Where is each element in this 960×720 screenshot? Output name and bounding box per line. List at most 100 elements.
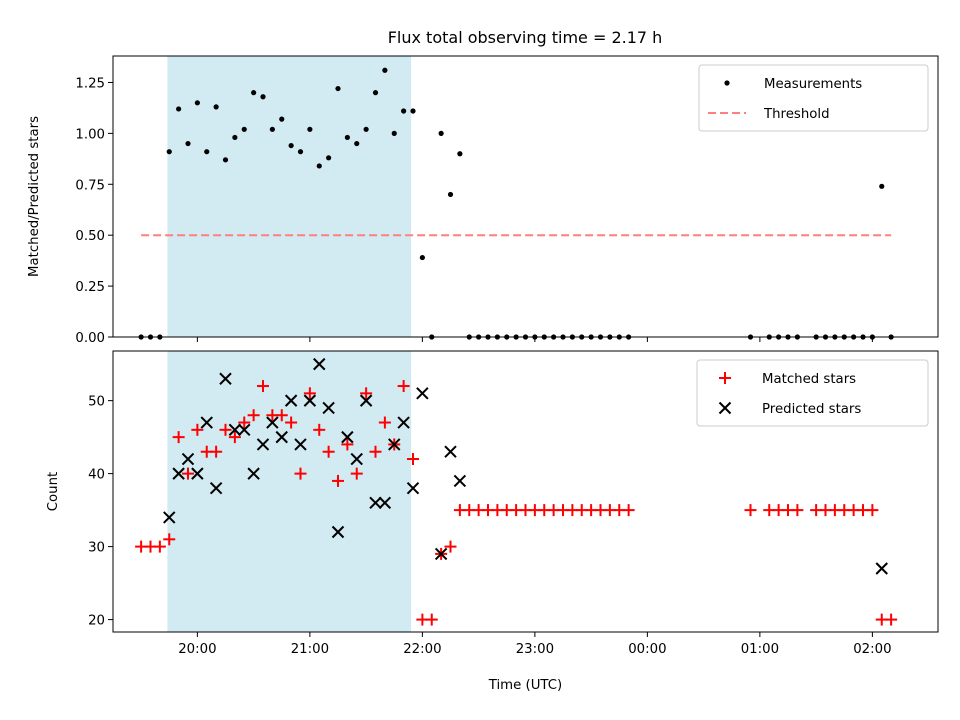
predicted-point-b bbox=[388, 438, 401, 451]
legend-label: Measurements bbox=[764, 77, 862, 92]
measurement-point bbox=[222, 157, 229, 163]
measurement-point bbox=[176, 106, 182, 112]
legend: Measurements Threshold bbox=[698, 64, 929, 132]
matched-point bbox=[866, 504, 879, 517]
measurement-point bbox=[241, 126, 247, 132]
y-tick-label: 50 bbox=[88, 395, 105, 410]
predicted-point bbox=[228, 423, 242, 437]
predicted-point-b bbox=[322, 401, 335, 415]
matched-point bbox=[425, 613, 438, 626]
count-panel: 20 30 40 50 20:00 21:00 22:00 23:00 00:00 01:00 02… bbox=[46, 350, 939, 693]
predicted-point-b bbox=[275, 430, 288, 444]
legend-x-icon-b bbox=[718, 401, 732, 415]
matched-point bbox=[350, 467, 363, 480]
measurement-point bbox=[307, 126, 313, 132]
measurement-point bbox=[335, 85, 341, 92]
predicted-point-b bbox=[219, 372, 232, 385]
predicted-point-b bbox=[397, 416, 410, 429]
matched-point bbox=[247, 409, 260, 422]
predicted-point bbox=[350, 452, 363, 466]
legend-box bbox=[698, 64, 929, 132]
x-axis-label: Time (UTC) bbox=[488, 678, 563, 693]
predicted-point-b bbox=[238, 423, 251, 437]
y-tick-label: 0.75 bbox=[75, 178, 105, 193]
y-axis-label: Matched/Predicted stars bbox=[27, 116, 42, 277]
observing-span-shade bbox=[167, 351, 412, 632]
matched-point bbox=[369, 445, 382, 458]
matched-point bbox=[219, 423, 232, 436]
measurement-point bbox=[382, 67, 388, 73]
matched-point bbox=[153, 540, 166, 553]
measurement-point bbox=[204, 149, 210, 155]
predicted-point bbox=[181, 452, 195, 466]
series-predicted-stars bbox=[163, 357, 888, 575]
x-tick-label: 00:00 bbox=[628, 642, 666, 657]
x-tick-label: 02:00 bbox=[853, 642, 891, 657]
matched-point bbox=[397, 380, 410, 393]
measurement-point bbox=[297, 149, 304, 155]
predicted-point-b bbox=[294, 438, 307, 451]
predicted-point bbox=[359, 394, 373, 407]
matched-point bbox=[238, 416, 251, 429]
predicted-point bbox=[397, 416, 410, 429]
measurement-point bbox=[288, 142, 294, 149]
measurement-point bbox=[232, 134, 238, 141]
legend-box bbox=[696, 359, 929, 427]
matched-point bbox=[360, 387, 373, 400]
matched-point bbox=[228, 431, 241, 444]
predicted-point bbox=[303, 394, 317, 407]
measurement-point bbox=[326, 155, 332, 161]
predicted-point-b bbox=[416, 387, 429, 400]
predicted-point-b bbox=[181, 452, 195, 466]
y-tick-label: 30 bbox=[88, 541, 105, 556]
predicted-point-b bbox=[406, 482, 420, 495]
y-tick-label: 0.50 bbox=[75, 229, 105, 244]
measurement-point bbox=[363, 126, 369, 132]
matched-point bbox=[303, 387, 316, 400]
predicted-point-b bbox=[378, 496, 392, 510]
matched-point bbox=[210, 445, 223, 458]
chart-title: Flux total observing time = 2.17 h bbox=[388, 28, 663, 47]
series-matched-stars bbox=[135, 380, 898, 626]
predicted-point-b bbox=[191, 467, 204, 480]
y-tick-label: 20 bbox=[88, 614, 105, 629]
predicted-point bbox=[416, 387, 429, 400]
measurement-point bbox=[410, 108, 416, 114]
measurement-point bbox=[194, 100, 200, 106]
x-tick-label: 01:00 bbox=[741, 642, 779, 657]
predicted-point bbox=[200, 416, 213, 429]
measurement-point bbox=[279, 116, 285, 122]
predicted-point bbox=[266, 416, 279, 429]
matched-point bbox=[163, 533, 176, 546]
predicted-point bbox=[313, 357, 326, 371]
measurement-point bbox=[185, 140, 191, 147]
predicted-point-b bbox=[303, 394, 317, 407]
predicted-point-b bbox=[284, 394, 298, 407]
predicted-point bbox=[453, 474, 467, 488]
predicted-point bbox=[331, 525, 345, 539]
predicted-point-b bbox=[875, 562, 888, 575]
matched-point bbox=[622, 504, 635, 517]
measurement-point bbox=[354, 140, 360, 147]
predicted-point bbox=[284, 394, 298, 407]
predicted-point-b bbox=[359, 394, 373, 407]
measurement-point bbox=[447, 191, 454, 198]
ratio-panel: 0.00 0.25 0.50 0.75 1.00 1.25 Matched/Predicte… bbox=[27, 55, 939, 346]
measurement-point bbox=[391, 130, 397, 136]
legend-label: Threshold bbox=[763, 107, 830, 122]
predicted-point bbox=[191, 467, 204, 480]
y-tick-label: 1.00 bbox=[75, 127, 105, 142]
measurement-point bbox=[372, 90, 379, 96]
legend-label: Matched stars bbox=[762, 372, 856, 387]
predicted-point-b bbox=[256, 438, 270, 451]
y-axis-label: Count bbox=[46, 472, 61, 512]
predicted-point-b bbox=[228, 423, 242, 437]
matched-point bbox=[885, 613, 898, 626]
y-tick-label: 0.25 bbox=[75, 280, 105, 295]
predicted-point-b bbox=[172, 467, 185, 480]
predicted-point bbox=[247, 467, 260, 480]
predicted-point bbox=[275, 430, 288, 444]
predicted-point bbox=[378, 496, 392, 510]
measurement-point bbox=[457, 151, 463, 157]
predicted-point-b bbox=[444, 445, 457, 458]
